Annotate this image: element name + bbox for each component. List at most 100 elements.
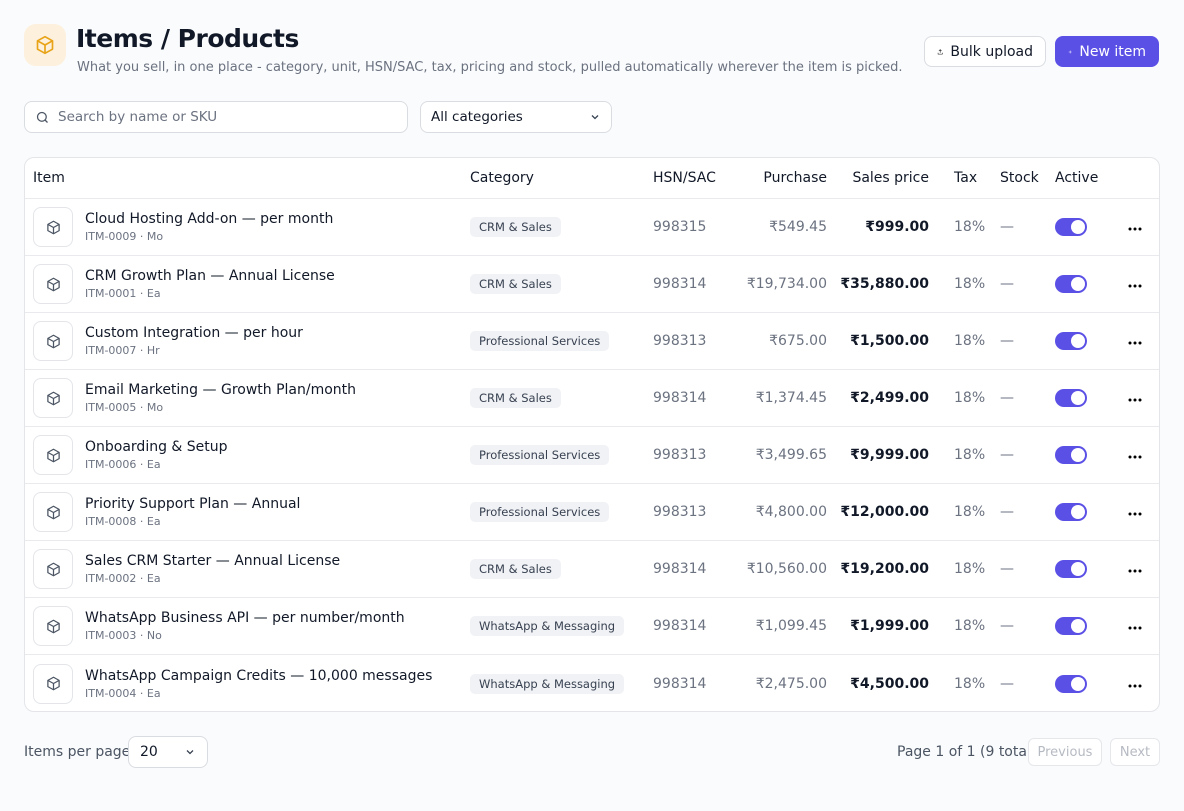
hsn-code: 998313	[653, 504, 707, 520]
category-badge: Professional Services	[470, 445, 610, 465]
stock: —	[1000, 618, 1014, 634]
new-item-button[interactable]: New item	[1055, 36, 1159, 67]
menu-icon	[1128, 398, 1141, 402]
stock: —	[1000, 504, 1014, 520]
button-label: Bulk upload	[950, 43, 1033, 60]
stock: —	[1000, 447, 1014, 463]
category-cell: Professional Services	[470, 331, 653, 351]
item-icon	[33, 492, 73, 532]
row-menu[interactable]	[1110, 504, 1159, 520]
item-text: Priority Support Plan — Annual ITM-0008 ·…	[85, 496, 300, 528]
table-row[interactable]: WhatsApp Campaign Credits — 10,000 messa…	[25, 655, 1159, 711]
row-menu[interactable]	[1110, 276, 1159, 292]
category-select[interactable]: All categories	[420, 101, 612, 133]
row-menu[interactable]	[1110, 333, 1159, 349]
item-name: Priority Support Plan — Annual	[85, 496, 301, 512]
purchase-price: ₹2,475.00	[755, 675, 827, 692]
bulk-upload-button[interactable]: Bulk upload	[924, 36, 1046, 67]
tax-rate: 18%	[954, 390, 986, 406]
item-text: WhatsApp Campaign Credits — 10,000 messa…	[85, 668, 432, 700]
active-toggle[interactable]	[1055, 617, 1087, 635]
page-title: Items / Products	[76, 24, 299, 53]
item-sku: ITM-0008 · Ea	[85, 515, 161, 528]
row-menu[interactable]	[1110, 390, 1159, 406]
table-row[interactable]: Sales CRM Starter — Annual License ITM-00…	[25, 541, 1159, 598]
item-icon	[33, 663, 73, 704]
category-cell: CRM & Sales	[470, 388, 653, 408]
item-name: WhatsApp Campaign Credits — 10,000 messa…	[85, 667, 433, 684]
row-menu[interactable]	[1110, 618, 1159, 634]
table-row[interactable]: Onboarding & Setup ITM-0006 · Ea Professio…	[25, 427, 1159, 484]
item-name: CRM Growth Plan — Annual License	[85, 268, 335, 284]
active-toggle[interactable]	[1055, 503, 1087, 521]
row-menu[interactable]	[1110, 447, 1159, 463]
row-menu[interactable]	[1110, 676, 1159, 692]
category-cell: CRM & Sales	[470, 274, 653, 294]
table-row[interactable]: Cloud Hosting Add-on — per month ITM-0009…	[25, 199, 1159, 256]
category-badge: WhatsApp & Messaging	[470, 673, 625, 694]
category-badge: Professional Services	[470, 331, 610, 351]
category-cell: WhatsApp & Messaging	[470, 616, 653, 636]
sales-price: ₹12,000.00	[840, 504, 929, 520]
column-header: Sales price	[852, 170, 929, 186]
active-cell	[1055, 275, 1110, 293]
item-icon	[33, 606, 73, 646]
category-cell: WhatsApp & Messaging	[470, 673, 653, 694]
row-menu[interactable]	[1110, 561, 1159, 577]
category-badge: CRM & Sales	[470, 217, 561, 237]
active-toggle[interactable]	[1055, 389, 1087, 407]
item-name: WhatsApp Business API — per number/month	[85, 610, 405, 626]
category-badge: WhatsApp & Messaging	[470, 616, 625, 636]
active-cell	[1055, 218, 1110, 236]
active-toggle[interactable]	[1055, 218, 1087, 236]
active-cell	[1055, 560, 1110, 578]
tax-rate: 18%	[954, 276, 986, 292]
table-row[interactable]: Email Marketing — Growth Plan/month ITM-0…	[25, 370, 1159, 427]
purchase-price: ₹549.45	[769, 219, 827, 235]
item-icon	[33, 549, 73, 589]
stock: —	[1000, 333, 1014, 349]
item-text: CRM Growth Plan — Annual License ITM-0001…	[85, 268, 335, 300]
stock: —	[1000, 219, 1014, 235]
purchase-price: ₹1,099.45	[755, 618, 827, 634]
items-table: Item Category HSN/SAC Purchase Sales price Ta…	[24, 157, 1160, 712]
item-text: Sales CRM Starter — Annual License ITM-00…	[85, 553, 340, 585]
item-cell: Priority Support Plan — Annual ITM-0008 ·…	[25, 492, 470, 532]
hsn-code: 998314	[653, 276, 707, 292]
table-row[interactable]: Custom Integration — per hour ITM-0007 · …	[25, 313, 1159, 370]
active-toggle[interactable]	[1055, 446, 1087, 464]
table-row[interactable]: CRM Growth Plan — Annual License ITM-0001…	[25, 256, 1159, 313]
sales-price: ₹35,880.00	[840, 276, 929, 292]
search-input[interactable]: Search by name or SKU	[24, 101, 408, 133]
item-name: Email Marketing — Growth Plan/month	[85, 382, 357, 398]
item-cell: Custom Integration — per hour ITM-0007 · …	[25, 321, 470, 361]
row-menu[interactable]	[1110, 219, 1159, 235]
stock: —	[1000, 276, 1014, 292]
category-cell: CRM & Sales	[470, 559, 653, 579]
tax-rate: 18%	[954, 675, 986, 692]
item-sku: ITM-0006 · Ea	[85, 458, 161, 471]
next-button[interactable]: Next	[1110, 738, 1160, 766]
per-page-select[interactable]: 20	[128, 736, 208, 768]
purchase-price: ₹19,734.00	[746, 276, 827, 292]
menu-icon	[1128, 227, 1141, 231]
active-toggle[interactable]	[1055, 332, 1087, 350]
table-row[interactable]: Priority Support Plan — Annual ITM-0008 ·…	[25, 484, 1159, 541]
item-icon	[33, 264, 73, 304]
tax-rate: 18%	[954, 447, 986, 463]
item-sku: ITM-0007 · Hr	[85, 344, 160, 357]
hsn-code: 998313	[653, 333, 707, 349]
active-toggle[interactable]	[1055, 674, 1087, 693]
item-sku: ITM-0009 · Mo	[85, 230, 164, 243]
column-header: HSN/SAC	[653, 170, 716, 186]
active-toggle[interactable]	[1055, 275, 1087, 293]
item-icon	[33, 207, 73, 247]
table-row[interactable]: WhatsApp Business API — per number/month…	[25, 598, 1159, 655]
previous-button[interactable]: Previous	[1028, 738, 1102, 766]
menu-icon	[1128, 455, 1141, 459]
purchase-price: ₹4,800.00	[755, 504, 827, 520]
item-icon	[33, 321, 73, 361]
active-toggle[interactable]	[1055, 560, 1087, 578]
item-icon	[33, 378, 73, 418]
item-cell: Onboarding & Setup ITM-0006 · Ea	[25, 435, 470, 475]
